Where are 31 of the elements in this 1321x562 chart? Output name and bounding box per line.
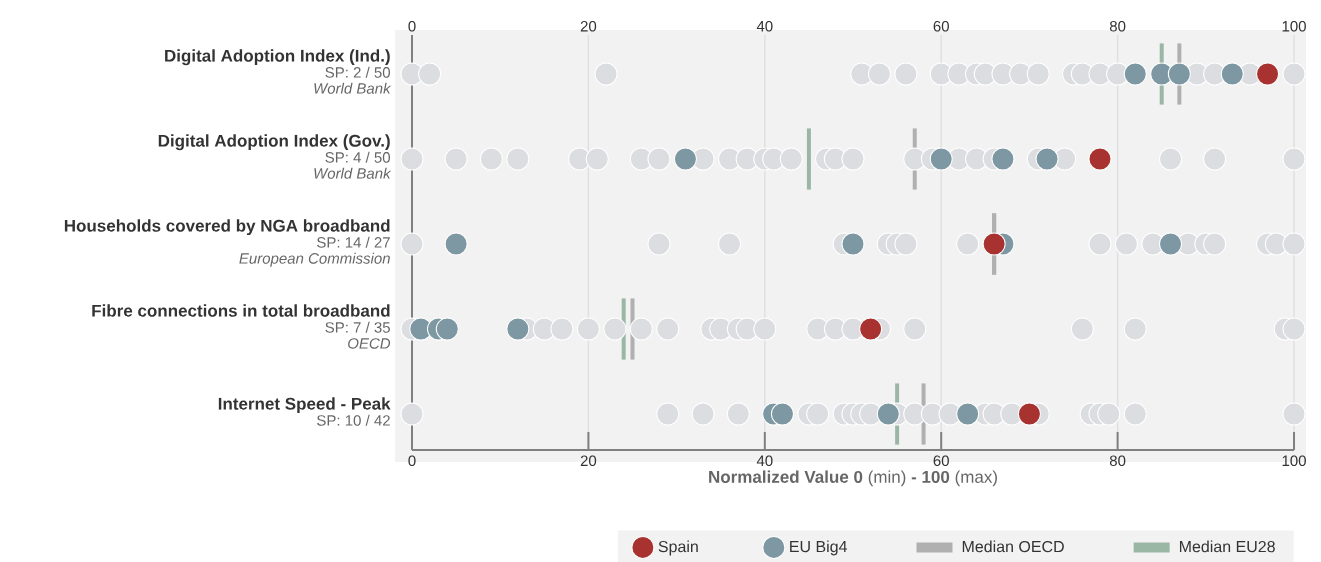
y-tick-label: Digital Adoption Index (Ind.): [165, 49, 390, 66]
text: SP: 14 / 27: [317, 236, 390, 248]
text: OECD: [348, 338, 391, 349]
legend-label: Median OECD: [962, 540, 1064, 553]
text: European Commission: [239, 252, 390, 267]
legend-label: Spain: [658, 540, 698, 556]
text: SP: 4 / 50: [325, 151, 390, 163]
legend-label: Median EU28: [1179, 540, 1275, 553]
x2-tick-label: 100: [1282, 455, 1306, 467]
y-tick-label: Internet Speed - Peak: [218, 397, 391, 414]
x2-tick-label: 80: [1109, 455, 1126, 467]
text: SP: 7 / 35: [325, 321, 390, 333]
x-tick-label: 100: [1282, 20, 1306, 32]
x2-tick-label: 20: [580, 455, 597, 467]
y-tick-label: Fibre connections in total broadband: [92, 304, 390, 317]
text: SP: 10 / 42: [317, 414, 390, 426]
text: World Bank: [314, 82, 392, 94]
text: SP: 2 / 50: [325, 66, 390, 78]
x-tick-label: 80: [1109, 20, 1126, 32]
x-axis-title: Normalized Value 0 (min) - 100 (max): [709, 470, 997, 487]
x2-tick-label: 0: [408, 455, 416, 467]
x2-tick-label: 40: [756, 455, 773, 467]
y-tick-label: Digital Adoption Index (Gov.): [158, 134, 390, 151]
x2-tick-label: 60: [933, 455, 949, 467]
x-tick-label: 0: [408, 20, 416, 32]
x-tick-label: 20: [580, 20, 597, 32]
y-tick-label: Households covered by NGA broadband: [64, 219, 390, 236]
x-tick-label: 40: [756, 20, 773, 32]
legend-label: EU Big4: [790, 540, 848, 556]
text: World Bank: [314, 167, 392, 179]
x-tick-label: 60: [933, 20, 949, 32]
